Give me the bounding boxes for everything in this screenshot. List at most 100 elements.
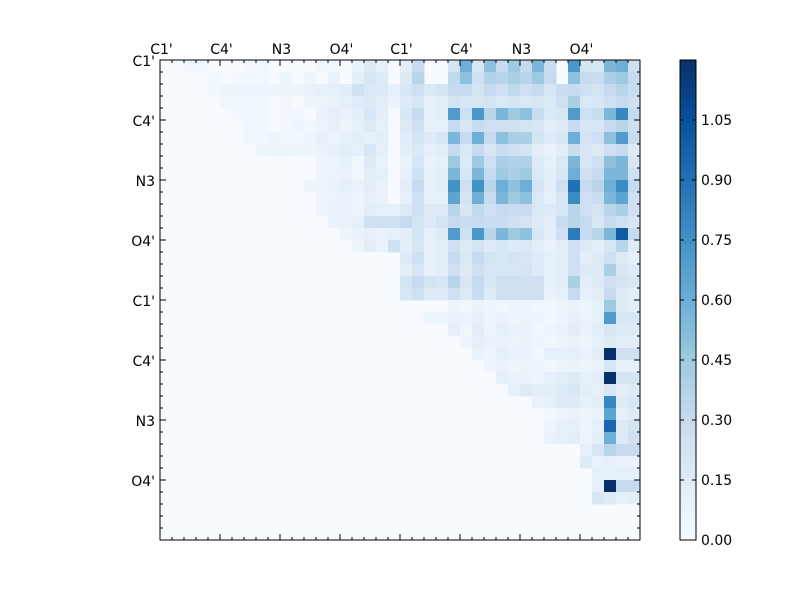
heatmap-cell [304,96,317,109]
x-tick-label: N3 [512,42,531,58]
heatmap-cell [592,264,605,277]
heatmap-cell [460,180,473,193]
heatmap-cell [580,324,593,337]
colorbar-tick-label: 0.75 [701,233,732,249]
heatmap-cell [508,276,521,289]
heatmap-frame [159,59,641,541]
heatmap-cell [556,288,569,301]
heatmap-cell [496,120,509,133]
heatmap-cell [316,144,329,157]
heatmap-cell [568,192,581,205]
heatmap-cell [472,180,485,193]
heatmap-cell [532,384,545,397]
heatmap-cell [436,96,449,109]
heatmap-cell [484,204,497,217]
heatmap-cell [616,108,629,121]
heatmap-cell [448,300,461,313]
heatmap-cell [280,144,293,157]
heatmap-cell [628,252,641,265]
heatmap-cell [556,372,569,385]
heatmap-cell [508,108,521,121]
heatmap-cell [544,252,557,265]
heatmap-cell [436,192,449,205]
heatmap-cell [412,72,425,85]
heatmap-cell [400,72,413,85]
heatmap-cell [376,120,389,133]
heatmap-cell [484,336,497,349]
heatmap-cell [376,240,389,253]
heatmap-cell [424,264,437,277]
heatmap-cell [592,432,605,445]
heatmap-cell [424,132,437,145]
heatmap-cell [544,72,557,85]
heatmap-cell [556,192,569,205]
heatmap-cell [532,240,545,253]
heatmap-cell [400,252,413,265]
heatmap-cell [376,156,389,169]
heatmap-cell [412,144,425,157]
heatmap-cell [364,60,377,73]
heatmap-cell [460,84,473,97]
heatmap-cell [364,108,377,121]
heatmap-cell [412,156,425,169]
heatmap-cell [292,144,305,157]
heatmap-cell [592,96,605,109]
heatmap-cell [328,216,341,229]
heatmap-cell [232,96,245,109]
heatmap-cell [412,96,425,109]
heatmap-cell [484,360,497,373]
heatmap-cell [388,240,401,253]
heatmap-cell [544,276,557,289]
heatmap-cell [580,360,593,373]
heatmap-cell [328,120,341,133]
heatmap-cell [604,432,617,445]
heatmap-cell [544,408,557,421]
heatmap-cell [508,288,521,301]
heatmap-cell [304,180,317,193]
heatmap-cell [484,72,497,85]
heatmap-cell [448,288,461,301]
heatmap-cell [616,204,629,217]
heatmap-cell [364,228,377,241]
heatmap-cell [424,96,437,109]
heatmap-cell [604,276,617,289]
heatmap-cell [532,336,545,349]
heatmap-cell [568,144,581,157]
heatmap-cell [568,432,581,445]
heatmap-cell [592,348,605,361]
heatmap-cell [580,372,593,385]
heatmap-cell [400,156,413,169]
heatmap-cell [532,132,545,145]
heatmap-cell [508,120,521,133]
heatmap-cell [292,84,305,97]
heatmap-cell [448,276,461,289]
heatmap-cell [496,132,509,145]
heatmap-cell [580,108,593,121]
heatmap-cell [628,228,641,241]
heatmap-cell [436,204,449,217]
heatmap-cell [376,72,389,85]
heatmap-cell [580,228,593,241]
heatmap-cell [580,156,593,169]
heatmap-cell [388,84,401,97]
heatmap-cell [424,216,437,229]
heatmap-cell [376,192,389,205]
heatmap-cell [556,204,569,217]
heatmap-cell [400,264,413,277]
heatmap-cell [412,132,425,145]
heatmap-cell [484,168,497,181]
heatmap-cell [496,372,509,385]
heatmap-cell [376,60,389,73]
heatmap-cell [604,240,617,253]
heatmap-cell [244,132,257,145]
heatmap-cell [508,192,521,205]
heatmap-cell [424,108,437,121]
heatmap-cell [436,84,449,97]
heatmap-cell [472,288,485,301]
heatmap-cell [580,336,593,349]
heatmap-cell [520,96,533,109]
heatmap-cell [616,468,629,481]
heatmap-cell [532,228,545,241]
heatmap-cell [616,456,629,469]
heatmap-cell [592,120,605,133]
